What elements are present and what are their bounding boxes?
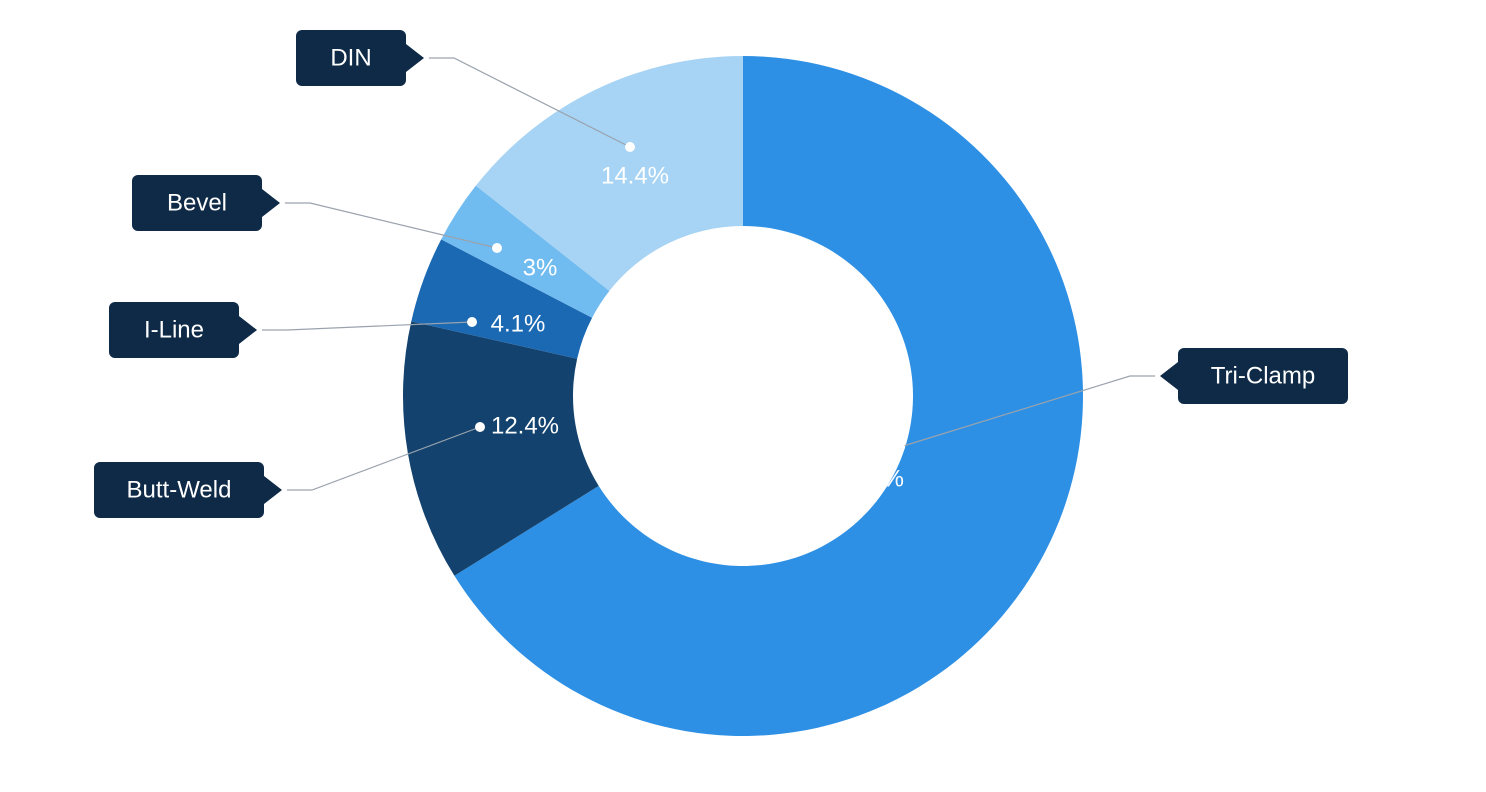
tag-arrow	[264, 476, 282, 504]
tag-arrow	[406, 44, 424, 72]
tag-text: Tri-Clamp	[1211, 362, 1315, 389]
slice-percent: 3%	[523, 254, 558, 281]
tag-text: I-Line	[144, 316, 204, 343]
leader-dot	[492, 243, 502, 253]
leader-dot	[467, 317, 477, 327]
tag-text: Bevel	[167, 189, 227, 216]
label-tag-tri-clamp: Tri-Clamp	[1160, 348, 1348, 404]
slice-percent: 4.1%	[491, 310, 546, 337]
tag-arrow	[262, 189, 280, 217]
tag-text: Butt-Weld	[127, 476, 232, 503]
label-tag-bevel: Bevel	[132, 175, 280, 231]
leader-dot	[895, 442, 905, 452]
tag-arrow	[239, 316, 257, 344]
tag-arrow	[1160, 362, 1178, 390]
slice-percent: 12.4%	[491, 412, 559, 439]
tag-text: DIN	[330, 44, 371, 71]
donut-chart: 66.2% Tri-Clamp 12.4% Butt-Weld 4.1% I-Line 3%…	[0, 0, 1486, 792]
label-tag-i-line: I-Line	[109, 302, 257, 358]
label-tag-butt-weld: Butt-Weld	[94, 462, 282, 518]
label-tag-din: DIN	[296, 30, 424, 86]
leader-dot	[475, 422, 485, 432]
slice-percent: 14.4%	[601, 162, 669, 189]
donut-chart-svg: 66.2% Tri-Clamp 12.4% Butt-Weld 4.1% I-Line 3%…	[0, 0, 1486, 792]
leader-dot	[625, 142, 635, 152]
slice-percent: 66.2%	[836, 465, 904, 492]
